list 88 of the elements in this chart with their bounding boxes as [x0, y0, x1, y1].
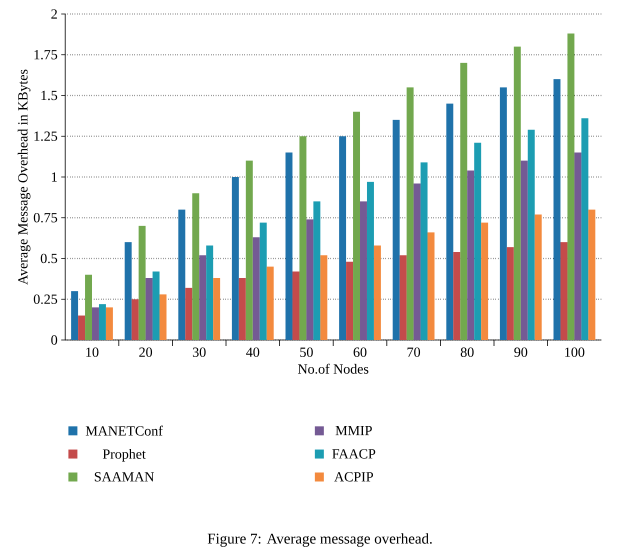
bar — [467, 170, 474, 340]
x-tick-label: 30 — [192, 348, 206, 357]
bar — [206, 245, 214, 340]
bar — [353, 112, 360, 340]
bar — [567, 34, 574, 340]
bar — [132, 299, 139, 340]
bar — [213, 278, 220, 340]
bar — [246, 160, 253, 340]
y-tick-label: 1.5 — [41, 90, 58, 100]
bar — [460, 62, 468, 340]
x-axis-title: No.of Nodes — [298, 364, 368, 374]
bar — [320, 255, 328, 340]
bar — [266, 266, 274, 340]
bar — [92, 307, 99, 340]
y-axis-title: Average Message Overhead in KBytes — [18, 70, 30, 285]
x-tick-label: 60 — [354, 348, 366, 357]
bar — [106, 307, 113, 340]
bar — [346, 262, 354, 340]
x-tick-label: 90 — [514, 348, 528, 357]
bar — [520, 160, 528, 340]
bar — [474, 142, 482, 340]
bar — [160, 294, 167, 340]
bar — [446, 104, 454, 340]
bar — [506, 247, 514, 340]
bar — [178, 210, 186, 340]
bar — [85, 274, 92, 340]
bar — [199, 255, 206, 340]
bar — [152, 272, 160, 340]
bar — [574, 152, 582, 340]
y-tick-label: 0 — [51, 335, 58, 345]
caption: Figure 7: Average message overhead. — [208, 533, 432, 547]
legend-label: MMIP — [336, 426, 372, 436]
x-tick-label: 20 — [139, 348, 152, 357]
bar — [392, 120, 400, 340]
bar — [554, 79, 560, 340]
bar — [420, 162, 428, 340]
bar — [286, 152, 292, 340]
bar — [252, 237, 260, 340]
bar — [514, 46, 521, 340]
bar — [360, 201, 367, 340]
x-tick-label: 10 — [86, 348, 98, 357]
bar — [366, 182, 374, 340]
legend-label: ACPIP — [334, 472, 374, 482]
y-tick-label: 0.25 — [34, 294, 58, 304]
bar — [481, 222, 488, 340]
bar — [588, 210, 596, 340]
bar — [78, 316, 86, 340]
bar — [339, 136, 346, 340]
y-tick-label: 2 — [51, 9, 57, 19]
bar — [400, 255, 407, 340]
bar — [71, 291, 78, 340]
bar — [299, 136, 306, 340]
legend-label: FAACP — [332, 449, 376, 459]
bar — [428, 232, 435, 340]
bar — [306, 219, 314, 340]
bar — [292, 272, 300, 340]
bar — [581, 118, 588, 340]
legend-label: Prophet — [102, 448, 146, 462]
bar — [528, 130, 535, 340]
bar — [146, 278, 153, 340]
bar — [534, 214, 542, 340]
y-tick-label: 0.5 — [40, 254, 58, 264]
bar — [313, 201, 320, 340]
bar — [192, 193, 200, 340]
y-tick-label: 1.75 — [34, 50, 58, 60]
bar — [453, 252, 460, 340]
x-tick-label: 50 — [300, 348, 313, 357]
bar — [185, 288, 192, 340]
x-tick-label: 70 — [408, 348, 420, 357]
bar — [500, 87, 507, 340]
bar — [414, 184, 421, 340]
bar — [374, 245, 381, 340]
bar — [260, 222, 267, 340]
bar — [406, 87, 414, 340]
x-tick-label: 80 — [460, 348, 474, 357]
bar — [560, 242, 568, 340]
y-tick-label: 0.75 — [34, 212, 58, 222]
bar — [238, 278, 246, 340]
legend-label: MANETConf — [86, 426, 163, 436]
y-tick-label: 1 — [52, 172, 57, 182]
legend-label: SAAMAN — [94, 472, 154, 482]
bar — [98, 304, 106, 340]
x-tick-label: 40 — [246, 348, 260, 357]
y-tick-label: 1.25 — [34, 132, 58, 141]
bar — [124, 242, 132, 340]
x-tick-label: 100 — [565, 348, 584, 357]
bar — [232, 176, 239, 340]
bar — [138, 226, 146, 340]
